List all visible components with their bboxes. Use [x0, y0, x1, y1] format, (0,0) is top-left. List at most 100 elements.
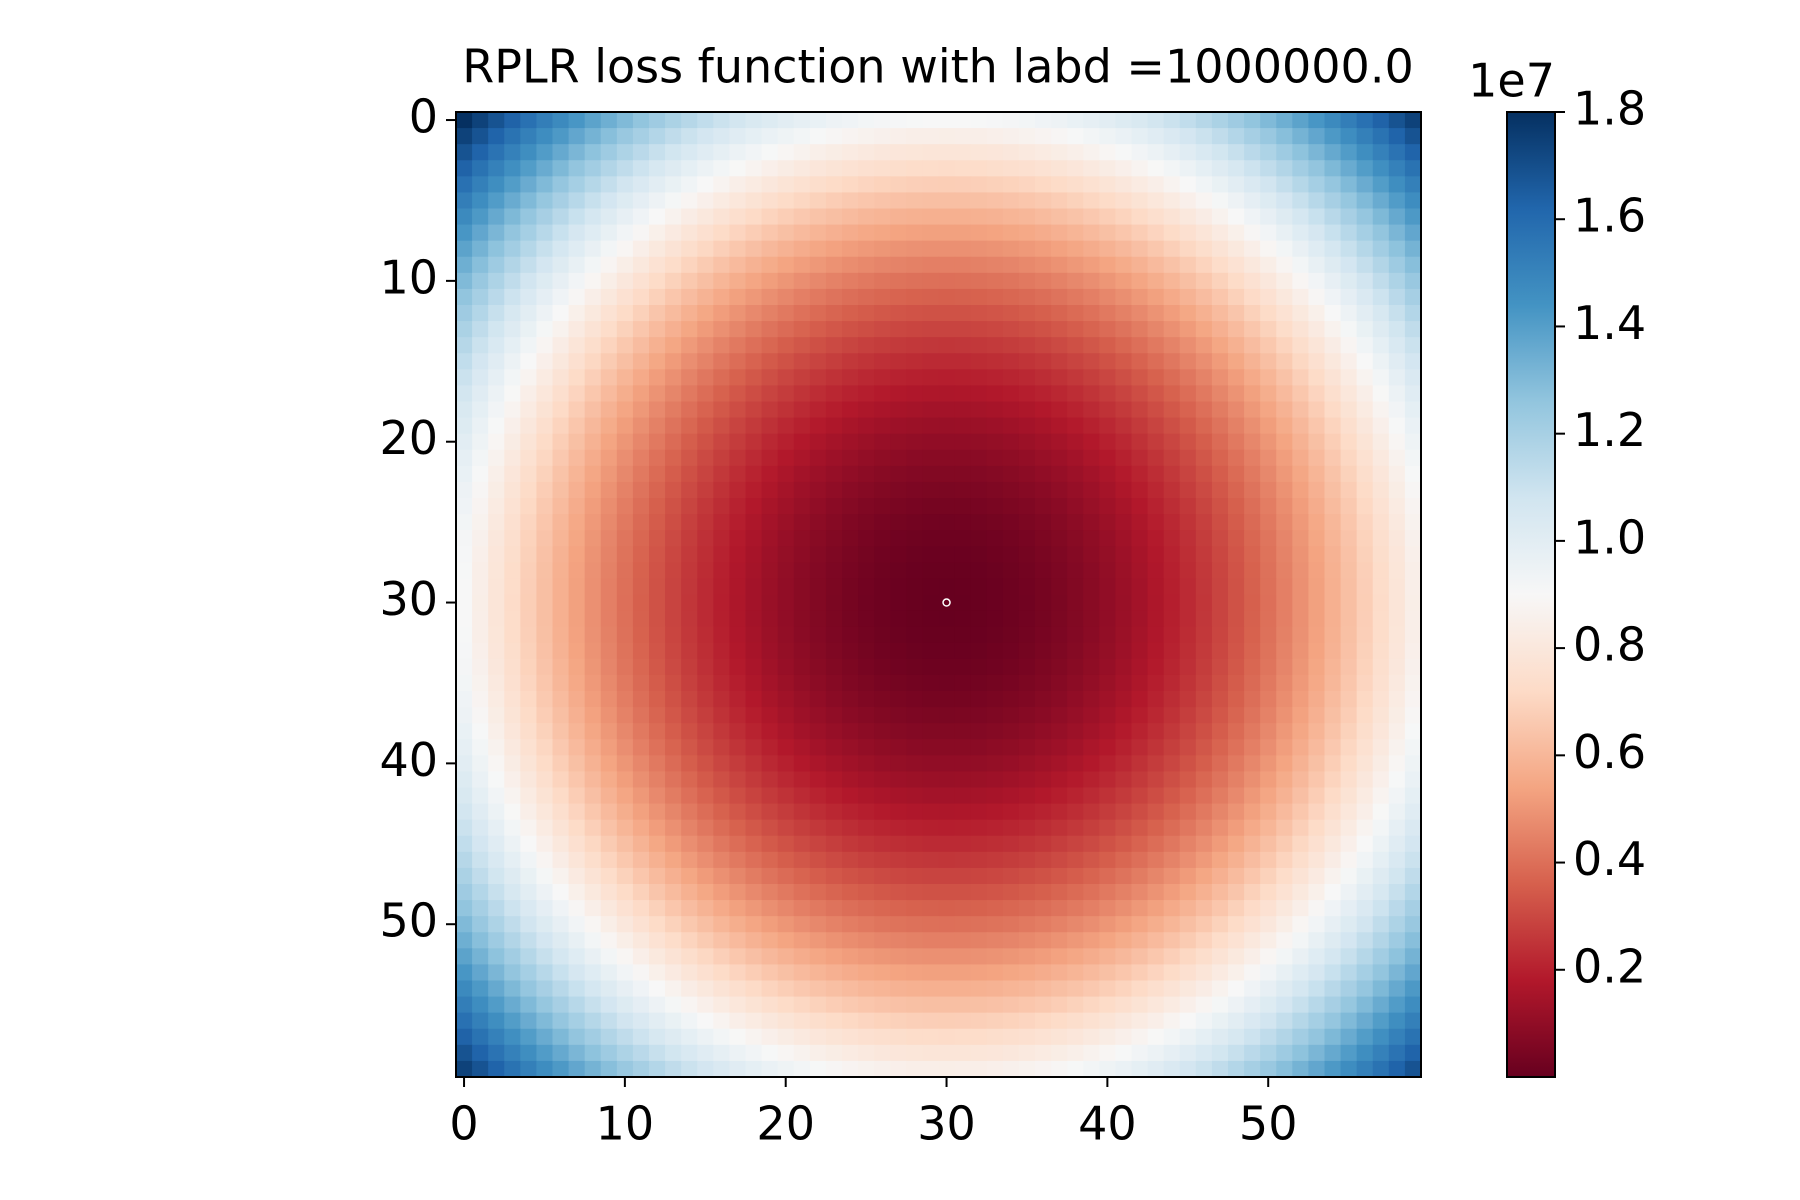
heatmap-cell: [600, 224, 618, 242]
heatmap-cell: [649, 932, 666, 949]
heatmap-cell: [1228, 1060, 1245, 1078]
heatmap-cell: [1260, 1060, 1277, 1078]
heatmap-cell: [1308, 835, 1326, 853]
heatmap-cell: [1179, 803, 1197, 821]
heatmap-cell: [520, 465, 538, 483]
heatmap-cell: [520, 305, 538, 322]
heatmap-cell: [954, 321, 972, 338]
heatmap-cell: [1211, 176, 1229, 194]
heatmap-cell: [1356, 674, 1374, 692]
heatmap-cell: [1388, 803, 1406, 821]
heatmap-cell: [472, 272, 489, 290]
heatmap-cell: [1276, 256, 1293, 274]
heatmap-cell: [906, 642, 924, 660]
heatmap-cell: [793, 707, 811, 724]
heatmap-cell: [1292, 1060, 1310, 1078]
heatmap-cell: [1195, 884, 1213, 901]
heatmap-cell: [1115, 916, 1133, 933]
heatmap-cell: [1147, 610, 1165, 628]
heatmap-cell: [1115, 787, 1133, 805]
heatmap-cell: [1195, 900, 1213, 917]
heatmap-cell: [1147, 353, 1165, 370]
heatmap-cell: [1372, 900, 1390, 917]
heatmap-cell: [890, 176, 907, 194]
heatmap-cell: [1244, 658, 1261, 676]
heatmap-cell: [616, 272, 634, 290]
heatmap-cell: [1035, 771, 1052, 789]
heatmap-cell: [858, 192, 875, 210]
heatmap-cell: [568, 224, 586, 242]
heatmap-cell: [584, 481, 602, 499]
heatmap-cell: [616, 916, 634, 933]
heatmap-cell: [1195, 562, 1213, 580]
heatmap-cell: [761, 224, 779, 242]
heatmap-cell: [600, 691, 618, 708]
heatmap-cell: [954, 916, 972, 933]
heatmap-cell: [1372, 562, 1390, 580]
heatmap-cell: [970, 771, 988, 789]
heatmap-cell: [1228, 867, 1245, 885]
heatmap-cell: [568, 433, 586, 451]
heatmap-cell: [1404, 755, 1422, 773]
heatmap-cell: [1372, 1060, 1390, 1078]
heatmap-cell: [970, 417, 988, 435]
heatmap-cell: [986, 1012, 1004, 1030]
heatmap-cell: [777, 353, 795, 370]
heatmap-cell: [568, 771, 586, 789]
heatmap-cell: [665, 176, 682, 194]
heatmap-cell: [1404, 867, 1422, 885]
heatmap-cell: [1308, 884, 1326, 901]
heatmap-cell: [890, 128, 907, 145]
heatmap-cell: [874, 337, 891, 354]
heatmap-cell: [472, 337, 489, 354]
heatmap-cell: [488, 739, 505, 756]
heatmap-cell: [616, 739, 634, 756]
heatmap-cell: [745, 369, 763, 387]
heatmap-cell: [1388, 144, 1406, 161]
heatmap-cell: [1211, 771, 1229, 789]
heatmap-cell: [568, 948, 586, 966]
heatmap-cell: [1115, 369, 1133, 387]
heatmap-cell: [761, 385, 779, 403]
heatmap-cell: [1179, 272, 1197, 290]
heatmap-cell: [858, 288, 875, 306]
heatmap-cell: [1211, 867, 1229, 885]
heatmap-cell: [1228, 1012, 1245, 1030]
heatmap-cell: [906, 1012, 924, 1030]
heatmap-cell: [938, 514, 956, 531]
heatmap-cell: [681, 691, 698, 708]
heatmap-cell: [858, 481, 875, 499]
heatmap-cell: [1163, 851, 1181, 869]
heatmap-cell: [681, 723, 698, 740]
heatmap-cell: [616, 964, 634, 982]
heatmap-cell: [793, 272, 811, 290]
heatmap-cell: [649, 401, 666, 419]
heatmap-cell: [906, 337, 924, 354]
heatmap-cell: [1099, 884, 1117, 901]
heatmap-cell: [777, 160, 795, 177]
heatmap-cell: [1388, 932, 1406, 949]
heatmap-cell: [1276, 658, 1293, 676]
heatmap-cell: [986, 449, 1004, 467]
heatmap-cell: [825, 674, 843, 692]
heatmap-cell: [1356, 980, 1374, 998]
heatmap-cell: [536, 288, 554, 306]
heatmap-cell: [472, 353, 489, 370]
heatmap-cell: [1228, 562, 1245, 580]
heatmap-cell: [697, 980, 714, 998]
heatmap-cell: [488, 353, 505, 370]
heatmap-cell: [777, 980, 795, 998]
heatmap-cell: [1228, 208, 1245, 226]
heatmap-cell: [472, 240, 489, 258]
heatmap-cell: [1002, 514, 1020, 531]
heatmap-cell: [1002, 739, 1020, 756]
heatmap-cell: [922, 980, 940, 998]
heatmap-cell: [858, 224, 875, 242]
heatmap-cell: [954, 739, 972, 756]
heatmap-cell: [568, 707, 586, 724]
heatmap-cell: [552, 1060, 570, 1078]
heatmap-cell: [922, 900, 940, 917]
heatmap-cell: [632, 642, 650, 660]
heatmap-cell: [761, 401, 779, 419]
heatmap-cell: [697, 272, 714, 290]
